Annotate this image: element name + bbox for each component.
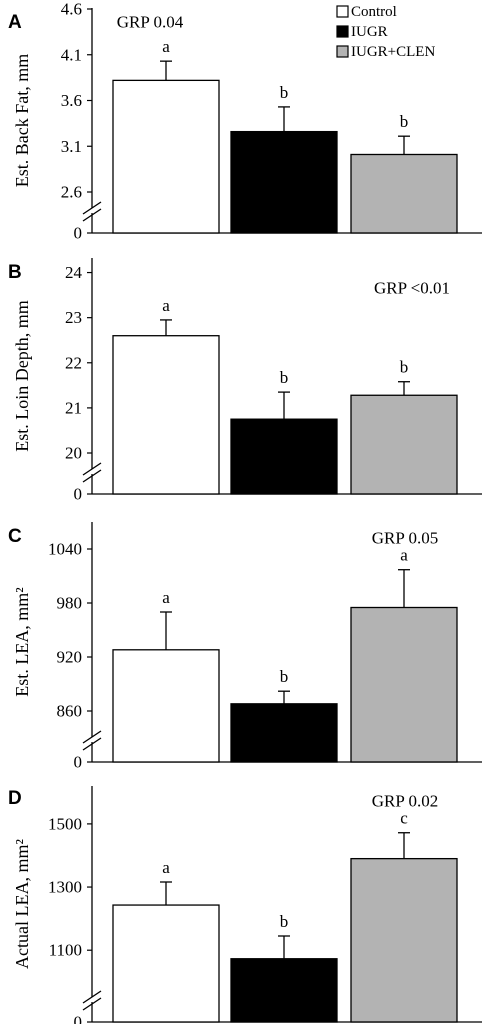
bar-iugr: [230, 418, 338, 495]
y-tick-label: 0: [74, 1013, 83, 1024]
y-tick-label: 1100: [49, 941, 82, 960]
significance-letter: b: [280, 912, 289, 931]
axis-break-mark: [82, 730, 102, 744]
y-axis-label: Est. Back Fat, mm: [12, 54, 32, 188]
y-tick-label: 20: [65, 444, 82, 463]
bar-iugr-clen: [350, 153, 458, 234]
legend: Control IUGR IUGR+CLEN: [336, 4, 435, 60]
grp-annotation: GRP 0.05: [372, 529, 438, 548]
bar-iugr-clen: [350, 606, 458, 763]
significance-letter: b: [280, 83, 289, 102]
axis-break-mark: [82, 208, 102, 222]
significance-letter: a: [162, 858, 170, 877]
y-tick-label: 920: [57, 648, 83, 667]
legend-item: IUGR: [336, 24, 388, 40]
y-tick-label: 3.6: [61, 91, 82, 110]
significance-letter: a: [400, 546, 408, 565]
y-tick-label: 1500: [48, 814, 82, 833]
y-tick-label: 3.1: [61, 137, 82, 156]
y-tick-label: 0: [74, 224, 83, 243]
grp-annotation: GRP 0.04: [117, 13, 184, 32]
legend-swatch: [336, 5, 349, 18]
axis-break-mark: [82, 997, 102, 1011]
y-tick-label: 23: [65, 308, 82, 327]
grp-annotation: GRP 0.02: [372, 792, 438, 811]
y-tick-label: 0: [74, 485, 83, 504]
y-tick-label: 0: [74, 753, 83, 772]
panel-letter: A: [8, 12, 22, 33]
bar-iugr: [230, 703, 338, 763]
significance-letter: a: [162, 296, 170, 315]
significance-letter: b: [400, 358, 409, 377]
y-tick-label: 2.6: [61, 183, 82, 202]
bar-iugr: [230, 958, 338, 1023]
grp-annotation: GRP <0.01: [374, 279, 450, 298]
y-tick-label: 24: [65, 263, 83, 282]
legend-label: Control: [351, 4, 397, 20]
legend-swatch: [336, 25, 349, 38]
significance-letter: c: [400, 809, 408, 828]
panel-letter: B: [8, 262, 22, 283]
legend-item: IUGR+CLEN: [336, 44, 435, 60]
y-tick-label: 21: [65, 398, 82, 417]
legend-label: IUGR: [351, 24, 388, 40]
axis-break-mark: [82, 737, 102, 751]
significance-letter: a: [162, 37, 170, 56]
bar-control: [112, 649, 220, 763]
bar-iugr-clen: [350, 394, 458, 495]
y-axis-label: Actual LEA, mm²: [12, 839, 32, 969]
axis-break-mark: [82, 990, 102, 1004]
legend-label: IUGR+CLEN: [351, 44, 435, 60]
y-tick-label: 1300: [48, 878, 82, 897]
bar-iugr: [230, 130, 338, 234]
y-axis-label: Est. Loin Depth, mm: [12, 300, 32, 452]
panel-b: B 0 20 21 22 23 24 Est. Loin Depth, mm a b b GRP <0…: [8, 258, 482, 504]
y-tick-label: 4.1: [61, 45, 82, 64]
legend-swatch: [336, 45, 349, 58]
significance-letter: b: [400, 112, 409, 131]
y-tick-label: 860: [57, 702, 83, 721]
y-tick-label: 980: [57, 594, 83, 613]
significance-letter: b: [280, 368, 289, 387]
bar-control: [112, 904, 220, 1023]
bar-iugr-clen: [350, 857, 458, 1023]
significance-letter: a: [162, 588, 170, 607]
significance-letter: b: [280, 667, 289, 686]
bar-control: [112, 79, 220, 234]
y-tick-label: 1040: [48, 540, 82, 559]
panel-a: A 0 2.6 3.1 3.6 4.1 4.6 Est. Back Fat, mm a b b GRP…: [8, 0, 482, 243]
y-tick-label: 22: [65, 353, 82, 372]
bar-control: [112, 335, 220, 495]
panel-letter: C: [8, 526, 22, 547]
y-tick-label: 4.6: [61, 0, 82, 19]
panel-letter: D: [8, 788, 22, 809]
y-axis-label: Est. LEA, mm²: [12, 587, 32, 696]
axis-break-mark: [82, 201, 102, 215]
axis-break-mark: [82, 462, 102, 476]
legend-item: Control: [336, 4, 397, 20]
axis-break-mark: [82, 469, 102, 483]
